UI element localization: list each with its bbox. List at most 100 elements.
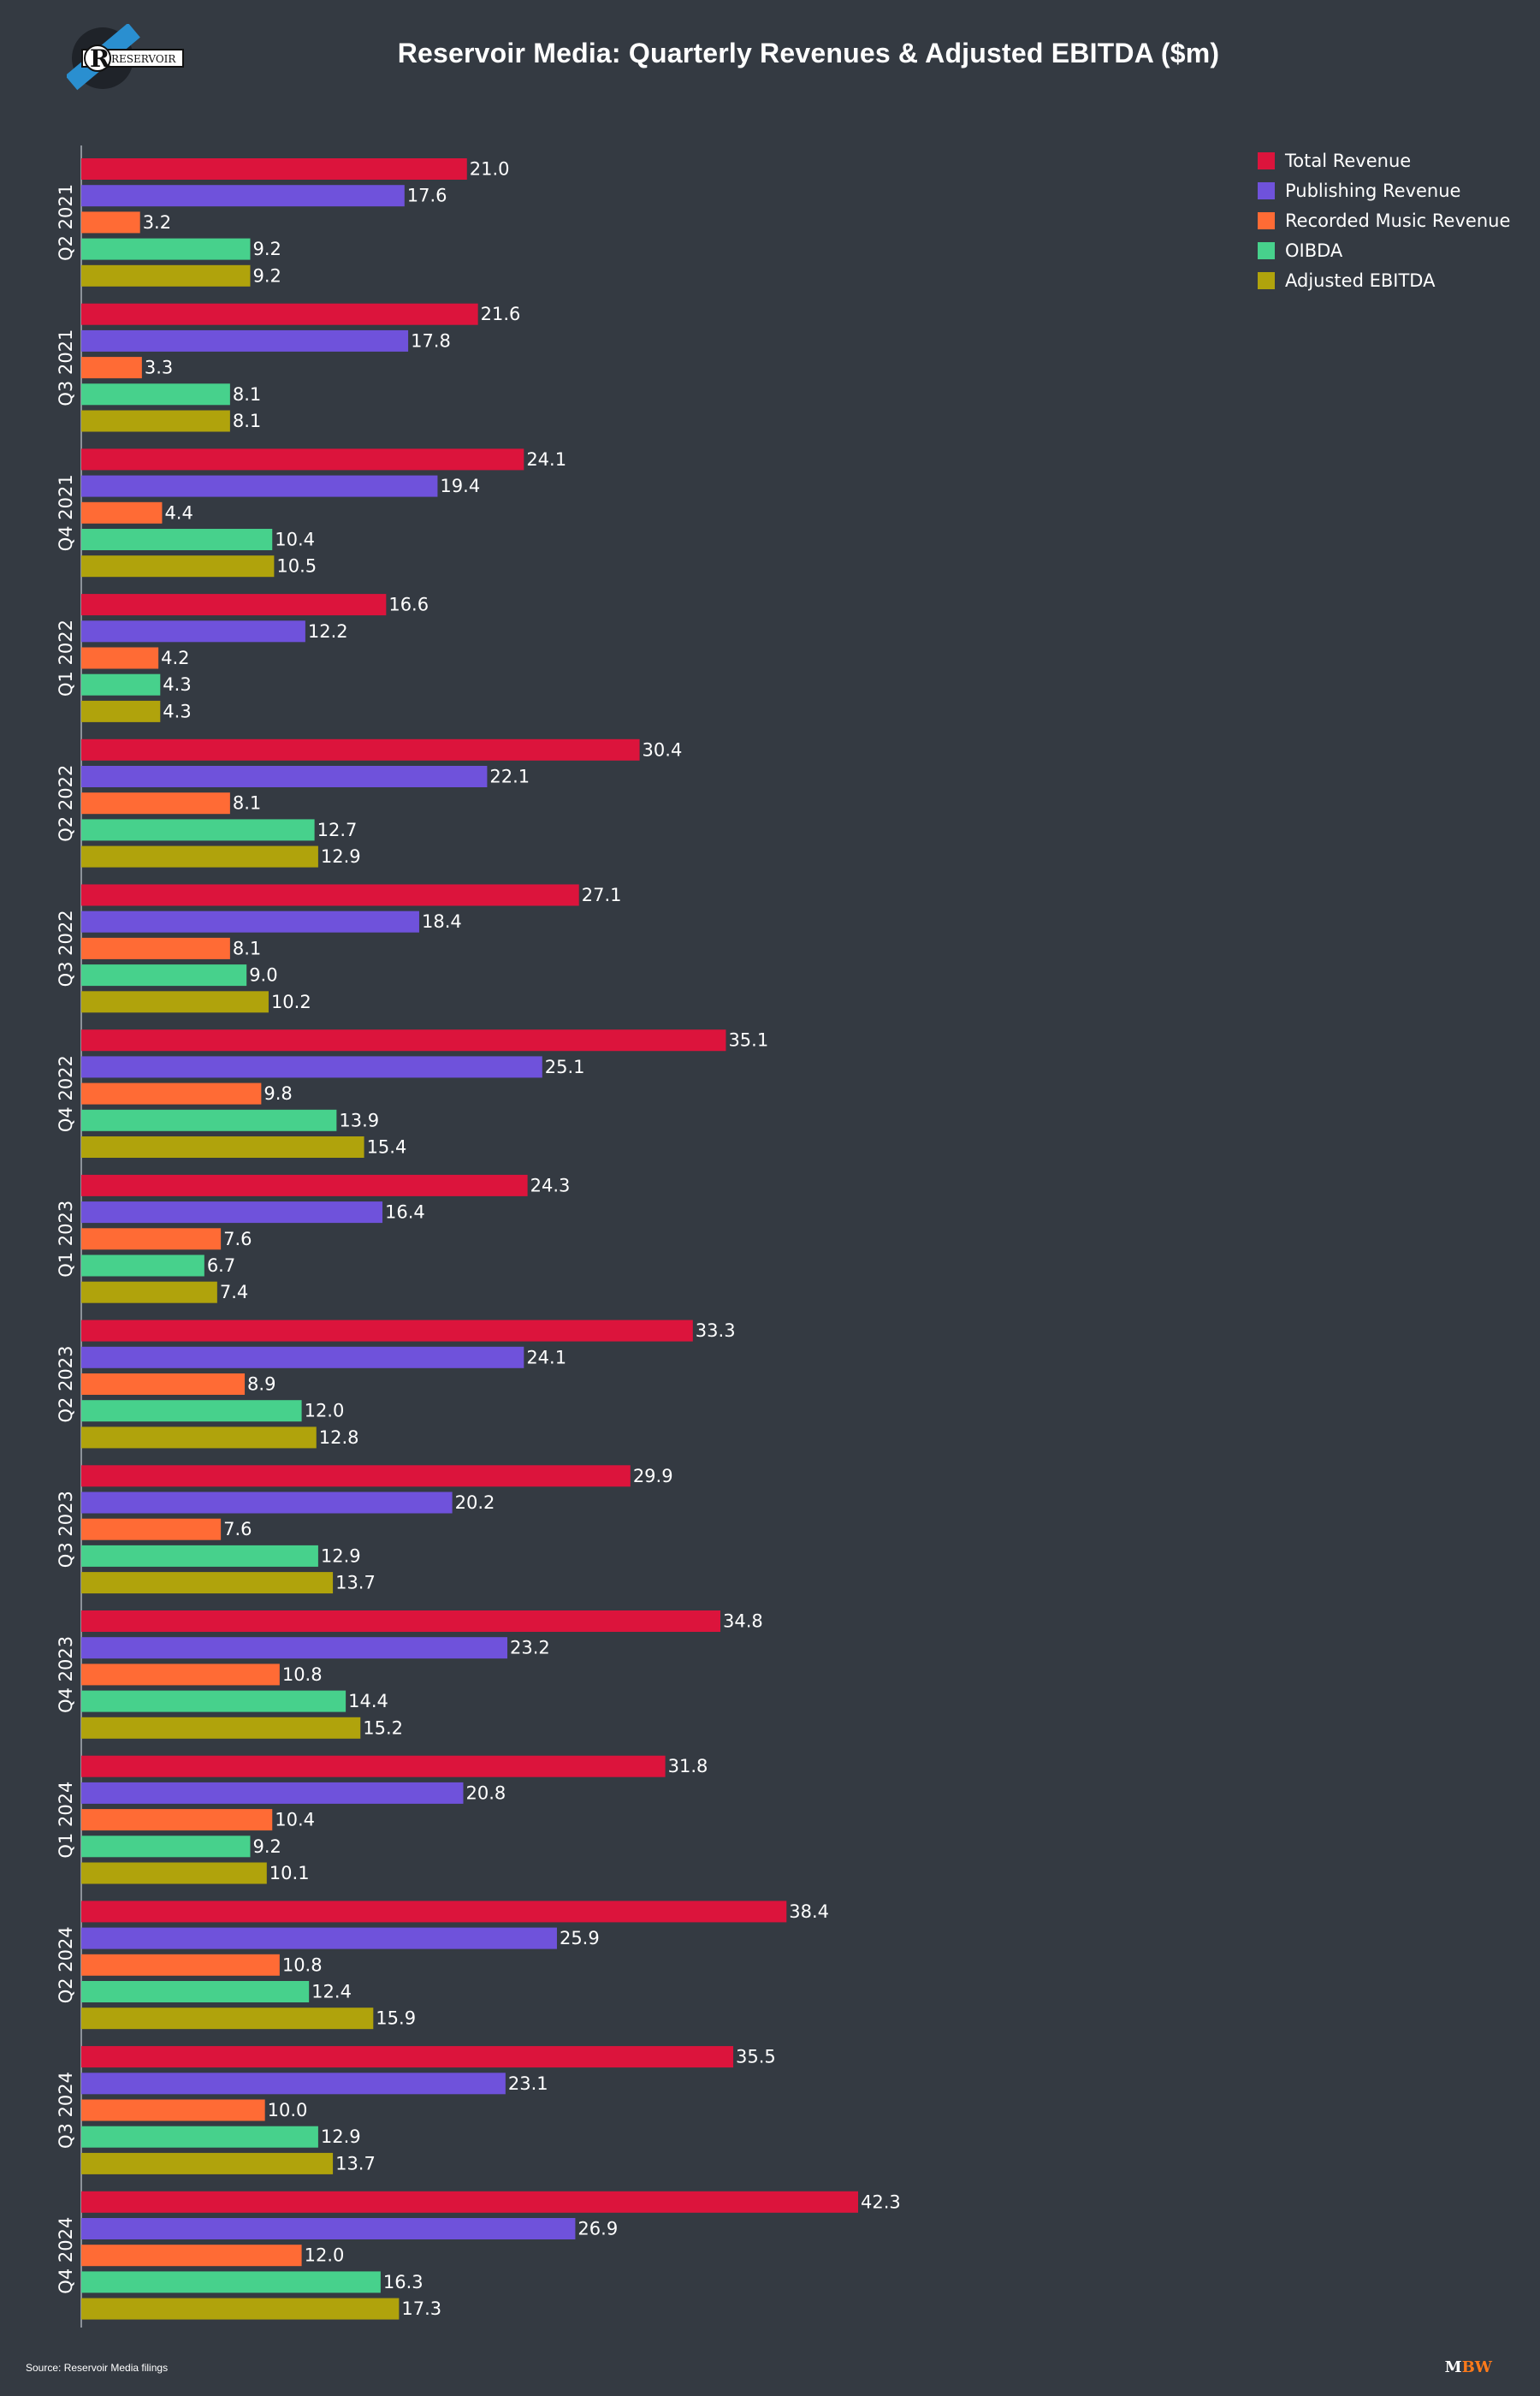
- bar: [81, 501, 163, 524]
- data-label: 13.9: [339, 1110, 379, 1130]
- bar: [81, 1862, 267, 1884]
- bar: [81, 1201, 383, 1224]
- data-label: 17.8: [411, 330, 451, 351]
- legend-swatch: [1258, 241, 1275, 259]
- category-label: Q2 2024: [56, 1926, 76, 2003]
- bar: [81, 1136, 364, 1158]
- category-label: Q3 2021: [56, 329, 76, 406]
- data-label: 12.7: [317, 820, 358, 840]
- data-label: 10.1: [270, 1863, 310, 1883]
- bar: [81, 1426, 317, 1449]
- bar: [81, 937, 230, 959]
- data-label: 12.8: [319, 1427, 359, 1448]
- data-label: 9.2: [252, 1836, 281, 1857]
- legend-swatch: [1258, 271, 1275, 289]
- category-label: Q4 2023: [56, 1636, 76, 1713]
- data-label: 12.9: [321, 1545, 361, 1566]
- chart-title-text: Reservoir Media: Quarterly Revenues & Ad…: [397, 38, 1220, 68]
- data-label: 29.9: [633, 1466, 673, 1486]
- data-label: 16.4: [385, 1202, 425, 1223]
- bar: [81, 410, 230, 432]
- data-label: 21.0: [470, 159, 510, 180]
- bar: [81, 185, 405, 207]
- data-label: 20.8: [465, 1782, 506, 1803]
- data-label: 4.3: [163, 701, 191, 721]
- data-label: 18.4: [422, 911, 462, 932]
- bar: [81, 910, 419, 933]
- bar: [81, 264, 251, 287]
- bar: [81, 1981, 310, 2002]
- bar: [81, 2191, 858, 2213]
- bar: [81, 964, 247, 987]
- data-label: 23.1: [508, 2073, 548, 2094]
- brand-m: M: [1444, 2358, 1462, 2376]
- data-label: 19.4: [440, 476, 480, 496]
- bar: [81, 884, 579, 906]
- category-label: Q4 2021: [56, 474, 76, 551]
- data-label: 20.2: [455, 1492, 495, 1513]
- bar: [81, 329, 409, 352]
- bar: [81, 2298, 400, 2320]
- data-label: 7.6: [223, 1519, 252, 1539]
- data-label: 7.4: [220, 1282, 248, 1302]
- data-label: 27.1: [582, 885, 622, 905]
- bar: [81, 448, 524, 471]
- bar: [81, 991, 269, 1013]
- bar: [81, 1056, 542, 1078]
- data-label: 26.9: [578, 2219, 618, 2239]
- data-label: 4.4: [164, 502, 192, 523]
- bar: [81, 1782, 464, 1804]
- category-label: Q3 2022: [56, 910, 76, 987]
- category-label: Q3 2024: [56, 2072, 76, 2149]
- category-label: Q2 2022: [56, 765, 76, 842]
- data-label: 24.1: [526, 449, 566, 470]
- data-label: 42.3: [861, 2191, 901, 2212]
- data-label: 24.3: [530, 1175, 571, 1195]
- data-label: 15.4: [367, 1137, 407, 1158]
- source-note: Source: Reservoir Media filings: [26, 2362, 169, 2374]
- data-label: 17.3: [401, 2298, 441, 2319]
- legend-item: Total Revenue: [1258, 145, 1510, 175]
- bar: [81, 2073, 506, 2095]
- data-label: 15.9: [376, 2008, 416, 2029]
- bar: [81, 1029, 726, 1052]
- bar: [81, 620, 305, 643]
- data-label: 10.0: [268, 2100, 308, 2120]
- legend-label: Total Revenue: [1285, 150, 1412, 171]
- category-label: Q1 2024: [56, 1782, 76, 1859]
- legend-item: Recorded Music Revenue: [1258, 205, 1510, 235]
- data-label: 4.2: [161, 648, 189, 668]
- bar: [81, 2046, 734, 2068]
- category-label: Q4 2022: [56, 1055, 76, 1132]
- bar: [81, 1320, 693, 1342]
- data-label: 13.7: [335, 1573, 376, 1593]
- data-label: 15.2: [363, 1717, 403, 1738]
- bar: [81, 303, 478, 325]
- bar: [81, 1809, 273, 1831]
- bar: [81, 845, 318, 868]
- bar: [81, 1927, 557, 1949]
- data-label: 9.2: [252, 265, 281, 286]
- bar: [81, 238, 251, 260]
- bar: [81, 2126, 318, 2148]
- bar: [81, 1465, 631, 1487]
- bar: [81, 529, 273, 550]
- legend: Total Revenue Publishing Revenue Recorded …: [1258, 145, 1510, 295]
- bar: [81, 158, 467, 180]
- bar: [81, 738, 640, 761]
- category-label: Q2 2023: [56, 1345, 76, 1422]
- data-label: 21.6: [481, 304, 521, 324]
- legend-label: Publishing Revenue: [1285, 180, 1461, 201]
- legend-label: OIBDA: [1285, 240, 1343, 261]
- legend-item: OIBDA: [1258, 235, 1510, 265]
- bar: [81, 1954, 280, 1976]
- data-label: 9.8: [264, 1083, 292, 1104]
- data-label: 35.1: [728, 1030, 768, 1051]
- data-label: 24.1: [526, 1347, 566, 1367]
- legend-swatch: [1258, 211, 1275, 229]
- data-label: 3.3: [145, 358, 173, 378]
- bar: [81, 1373, 246, 1395]
- data-label: 9.2: [252, 239, 281, 259]
- data-label: 14.4: [348, 1691, 388, 1711]
- chart-title: Reservoir Media: Quarterly Revenues & Ad…: [0, 38, 1540, 69]
